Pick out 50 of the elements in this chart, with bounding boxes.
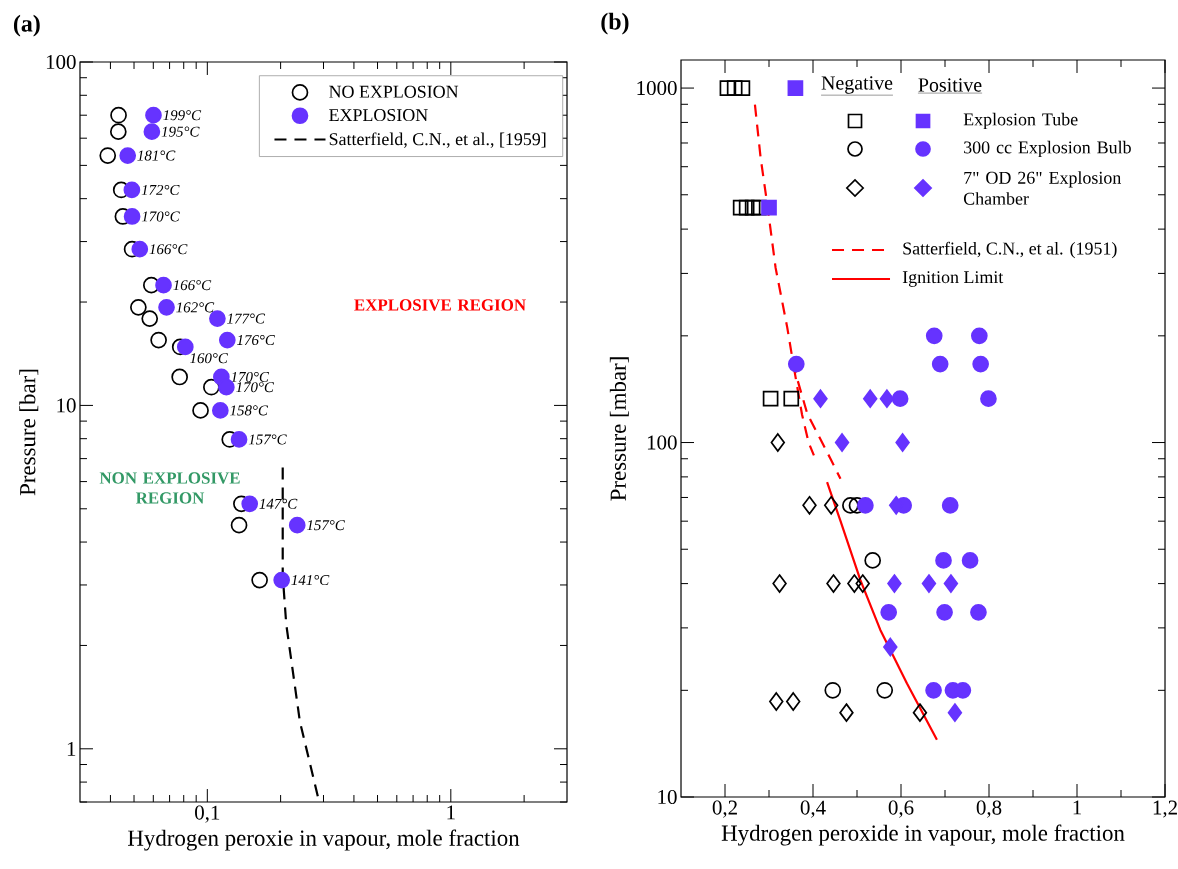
x-tick-label: 1 [447, 805, 455, 820]
annotation: 141°C [291, 575, 330, 586]
chart-title: (a) [13, 14, 40, 37]
annotation: EXPLOSIVE REGION [354, 299, 526, 311]
annotation: 195°C [161, 126, 200, 137]
annotation: 177°C [227, 313, 266, 324]
chart-title: (b) [601, 12, 629, 35]
annotation: 170°C [141, 211, 180, 222]
annotation: 199°C [163, 110, 202, 121]
x-tick-label: 0,6 [888, 800, 914, 818]
annotation: 166°C [173, 280, 212, 291]
y-axis-title: Pressure [bar] [19, 369, 39, 496]
annotation: Positive [918, 78, 982, 92]
annotation: Negative [821, 76, 893, 94]
legend-label: 300 cc Explosion Bulb [964, 140, 1131, 158]
annotation: 170°C [236, 382, 275, 393]
x-tick-label: 0,8 [976, 800, 1002, 818]
annotation: 157°C [248, 434, 287, 445]
annotation: 170°C [231, 371, 270, 383]
annotation: 176°C [237, 335, 276, 346]
annotation: 166°C [149, 244, 188, 255]
x-tick-label: 0,1 [195, 805, 220, 823]
x-tick-label: 0,2 [712, 800, 737, 818]
annotation: 147°C [259, 498, 298, 509]
y-tick-label: 100 [647, 435, 677, 450]
annotation: 181°C [137, 150, 176, 161]
x-tick-label: 0,4 [800, 800, 826, 818]
annotation: 162°C [176, 302, 215, 313]
legend-label: Ignition Limit [902, 271, 1004, 287]
annotation: 157°C [306, 520, 345, 531]
x-tick-label: 1 [1073, 800, 1081, 815]
legend-label: Satterfield, C.N., et al. (1951) [903, 241, 1117, 259]
legend-label: 7" OD 26" Explosion Chamber [963, 171, 1122, 205]
x-tick-label: 1,2 [1153, 800, 1177, 818]
x-axis-title: Hydrogen peroxide in vapour, mole fraction [721, 824, 1125, 846]
legend-label: EXPLOSION [329, 109, 428, 122]
x-axis-title: Hydrogen peroxie in vapour, mole fraction [128, 829, 520, 851]
legend-label: Satterfield, C.N., et al., [1959] [329, 132, 546, 148]
y-axis-title: Pressure [mbar] [609, 357, 629, 501]
annotation: NON EXPLOSIVE REGION [99, 472, 240, 504]
annotation: 158°C [230, 405, 269, 416]
y-tick-label: 10 [57, 398, 76, 413]
annotation: 172°C [141, 184, 180, 196]
y-tick-label: 1 [67, 741, 76, 756]
y-tick-label: 100 [46, 54, 76, 70]
y-tick-label: 10 [658, 789, 677, 805]
annotation: 160°C [190, 353, 228, 364]
legend-label: Explosion Tube [963, 112, 1078, 130]
y-tick-label: 1000 [637, 81, 677, 96]
legend-label: NO EXPLOSION [329, 85, 459, 98]
